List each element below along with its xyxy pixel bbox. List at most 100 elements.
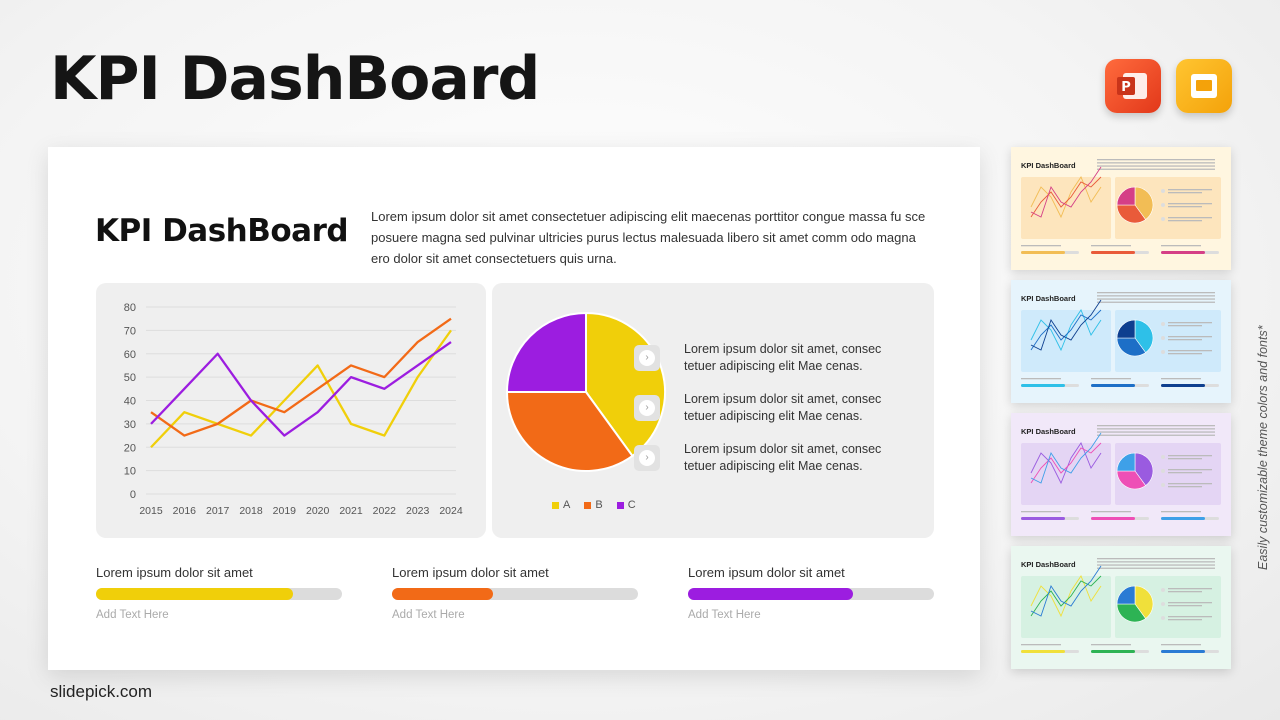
thumbnail-slice <box>1116 452 1136 472</box>
theme-thumbnail[interactable]: KPI DashBoard <box>1011 147 1231 270</box>
progress-subtext: Add Text Here <box>392 609 465 621</box>
y-tick-label: 30 <box>124 419 136 431</box>
theme-thumbnail[interactable]: KPI DashBoard <box>1011 280 1231 403</box>
progress-label: Lorem ipsum dolor sit amet <box>688 565 845 580</box>
thumbnail-slice <box>1134 585 1154 619</box>
y-tick-label: 50 <box>124 372 136 384</box>
page-title: KPI DashBoard <box>50 44 540 114</box>
x-tick-label: 2021 <box>339 505 363 517</box>
thumbnail-series <box>1030 565 1102 617</box>
thumbnail-series <box>1030 309 1102 351</box>
x-tick-label: 2015 <box>139 505 163 517</box>
thumbnail-progress <box>1091 650 1135 653</box>
thumbnail-progress <box>1091 517 1135 520</box>
progress-bar <box>688 588 934 600</box>
y-tick-label: 20 <box>124 442 136 454</box>
thumbnail-slice <box>1116 186 1136 206</box>
bullet-item: › Lorem ipsum dolor sit amet, consec tet… <box>634 341 894 375</box>
legend-swatch <box>584 501 592 509</box>
legend-item: C <box>616 499 636 511</box>
x-tick-label: 2023 <box>406 505 430 517</box>
legend-label: C <box>627 499 636 511</box>
thumbnail-title: KPI DashBoard <box>1021 294 1076 303</box>
progress-block: Lorem ipsum dolor sit amet Add Text Here <box>392 565 638 621</box>
y-tick-label: 80 <box>124 302 136 314</box>
thumbnail-progress <box>1091 251 1135 254</box>
series-line <box>150 329 452 449</box>
theme-thumbnail[interactable]: KPI DashBoard <box>1011 413 1231 536</box>
legend-label: B <box>595 499 603 511</box>
thumbnail-progress <box>1161 251 1205 254</box>
thumbnail-progress <box>1161 650 1205 653</box>
legend-item: B <box>584 499 603 511</box>
progress-bar <box>96 588 342 600</box>
legend-label: A <box>563 499 571 511</box>
chevron-right-icon[interactable]: › <box>634 445 660 471</box>
progress-bar <box>392 588 638 600</box>
bullet-item: › Lorem ipsum dolor sit amet, consec tet… <box>634 391 894 425</box>
progress-block: Lorem ipsum dolor sit amet Add Text Here <box>688 565 934 621</box>
thumbnail-slice <box>1134 319 1154 353</box>
thumbnail-slice <box>1134 452 1154 486</box>
x-tick-label: 2016 <box>173 505 197 517</box>
thumbnail-preview <box>1021 292 1221 387</box>
thumbnail-series <box>1030 166 1102 218</box>
progress-fill <box>688 588 853 600</box>
bullet-text: Lorem ipsum dolor sit amet, consec tetue… <box>684 342 882 373</box>
theme-thumbnail[interactable]: KPI DashBoard <box>1011 546 1231 669</box>
thumbnail-slice <box>1116 603 1146 623</box>
thumbnail-series <box>1030 575 1102 617</box>
thumbnail-series <box>1030 176 1102 218</box>
thumbnail-title: KPI DashBoard <box>1021 161 1076 170</box>
footer-link[interactable]: slidepick.com <box>50 682 153 701</box>
thumbnail-slice <box>1134 186 1154 220</box>
thumbnail-progress <box>1021 251 1065 254</box>
y-tick-label: 40 <box>124 396 136 408</box>
legend-swatch <box>616 501 624 509</box>
chevron-right-icon[interactable]: › <box>634 345 660 371</box>
progress-subtext: Add Text Here <box>96 609 169 621</box>
thumbnail-preview <box>1021 558 1221 653</box>
chevron-right-icon[interactable]: › <box>634 395 660 421</box>
progress-fill <box>96 588 293 600</box>
google-slides-icon[interactable] <box>1176 59 1232 113</box>
y-tick-label: 70 <box>124 325 136 337</box>
x-tick-label: 2020 <box>306 505 330 517</box>
thumbnail-title: KPI DashBoard <box>1021 560 1076 569</box>
thumbnail-progress <box>1161 384 1205 387</box>
progress-block: Lorem ipsum dolor sit amet Add Text Here <box>96 565 342 621</box>
thumbnail-progress <box>1091 384 1135 387</box>
thumbnail-slice <box>1116 470 1146 490</box>
thumbnail-preview <box>1021 159 1221 254</box>
y-tick-label: 10 <box>124 466 136 478</box>
svg-text:P: P <box>1121 80 1131 95</box>
pie-slice <box>505 391 634 472</box>
line-chart: 0 10 20 30 40 50 60 70 80 2015 2016 2017 2018 2019 202… <box>124 302 463 517</box>
main-slide: KPI DashBoard Lorem ipsum dolor sit amet… <box>48 147 980 670</box>
y-tick-label: 0 <box>130 489 136 501</box>
progress-label: Lorem ipsum dolor sit amet <box>392 565 549 580</box>
progress-fill <box>392 588 493 600</box>
side-note: Easily customizable theme colors and fon… <box>1256 325 1270 570</box>
x-tick-label: 2022 <box>373 505 397 517</box>
thumbnail-progress <box>1021 384 1065 387</box>
y-tick-label: 60 <box>124 349 136 361</box>
thumbnail-slice <box>1116 319 1136 339</box>
bullet-text: Lorem ipsum dolor sit amet, consec tetue… <box>684 442 882 473</box>
legend-item: A <box>552 499 570 511</box>
powerpoint-icon[interactable]: P <box>1105 59 1161 113</box>
series-line <box>150 317 452 437</box>
thumbnail-slice <box>1116 585 1136 605</box>
line-chart-panel: 0 10 20 30 40 50 60 70 80 2015 2016 2017 2018 2019 202… <box>96 283 486 538</box>
thumbnail-series <box>1030 442 1102 484</box>
progress-label: Lorem ipsum dolor sit amet <box>96 565 253 580</box>
x-tick-label: 2019 <box>273 505 297 517</box>
bullet-item: › Lorem ipsum dolor sit amet, consec tet… <box>634 441 894 475</box>
thumbnail-progress <box>1161 517 1205 520</box>
thumbnail-preview <box>1021 425 1221 520</box>
thumbnail-progress <box>1021 517 1065 520</box>
thumbnail-series <box>1030 432 1102 484</box>
pie-slice <box>505 311 587 393</box>
legend-swatch <box>552 501 559 509</box>
x-tick-label: 2017 <box>206 505 230 517</box>
